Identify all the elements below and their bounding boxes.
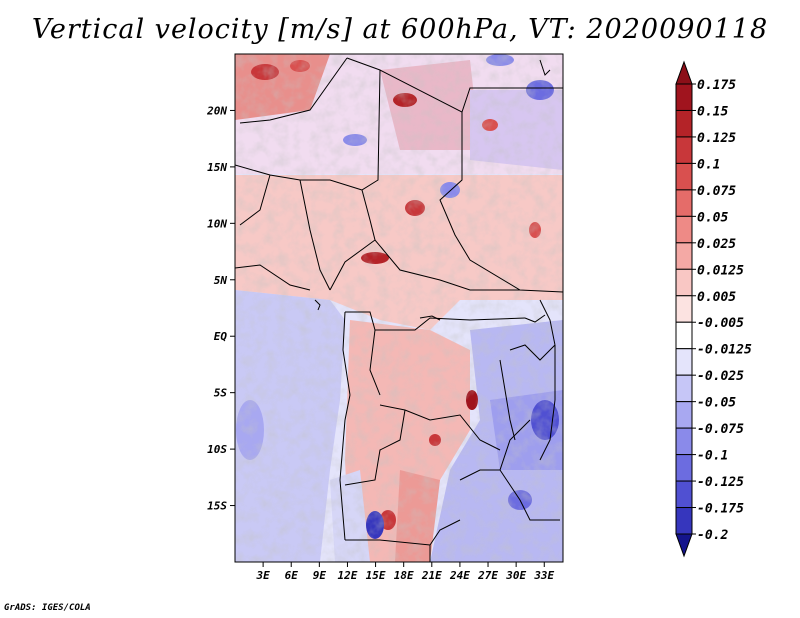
colorbar-label: 0.075 <box>697 184 736 199</box>
colorbar-segment <box>675 162 693 191</box>
colorbar-label: -0.1 <box>697 449 728 464</box>
colorbar-label: -0.075 <box>697 422 744 437</box>
lat-tick-label: 15S <box>207 500 227 513</box>
colorbar-label: 0.025 <box>697 237 736 252</box>
colorbar-label: 0.15 <box>697 104 728 119</box>
lat-tick-label: 20N <box>206 104 227 117</box>
colorbar-label: 0.005 <box>697 290 736 305</box>
colorbar-top-arrow <box>675 60 693 85</box>
lon-tick-label: 18E <box>394 569 414 582</box>
colorbar-label: -0.125 <box>697 475 744 490</box>
colorbar-label: 0.175 <box>697 78 736 93</box>
lon-tick-label: 15E <box>366 569 386 582</box>
colorbar-segment <box>675 295 693 323</box>
colorbar-segment <box>675 348 693 376</box>
colorbar-label: 0.1 <box>697 157 720 172</box>
lat-tick-label: EQ <box>214 330 228 343</box>
map-title: Vertical velocity [m/s] at 600hPa, VT: 2… <box>31 14 769 45</box>
colorbar-bottom-arrow <box>675 533 693 558</box>
lon-tick-label: 27E <box>477 569 498 582</box>
lat-tick-label: 5S <box>214 387 228 400</box>
lon-tick-label: 33E <box>533 569 554 582</box>
lon-tick-label: 30E <box>505 569 526 582</box>
lon-tick-label: 6E <box>285 569 299 582</box>
lon-tick-label: 3E <box>255 569 270 582</box>
footer-credit: GrADS: IGES/COLA <box>4 603 91 613</box>
colorbar-segment <box>675 480 693 509</box>
colorbar-segment <box>675 401 693 429</box>
colorbar-segment <box>675 268 693 297</box>
colorbar: 0.175 0.15 0.125 0.1 0.075 0.05 0.025 0.0125 0.0… <box>675 60 752 558</box>
colorbar-segment <box>675 109 693 138</box>
map-frame <box>234 53 564 563</box>
velocity-field <box>235 54 563 562</box>
colorbar-label: 0.125 <box>697 131 736 146</box>
colorbar-segment <box>675 242 693 270</box>
lat-tick-label: 15N <box>207 161 227 174</box>
colorbar-label: -0.2 <box>697 528 728 543</box>
colorbar-label: 0.05 <box>697 210 728 225</box>
colorbar-segment <box>675 83 693 111</box>
colorbar-label: 0.0125 <box>697 263 744 278</box>
lon-tick-label: 9E <box>313 569 327 582</box>
colorbar-segment <box>675 427 693 456</box>
colorbar-segment <box>675 189 693 217</box>
colorbar-segment <box>675 215 693 244</box>
lat-tick-label: 5N <box>214 274 228 287</box>
lon-tick-label: 12E <box>338 569 358 582</box>
latitude-axis: 20N 15N 10N 5N EQ 5S 10S 15S <box>206 104 235 513</box>
colorbar-segment <box>675 507 693 535</box>
lon-tick-label: 21E <box>421 569 442 582</box>
lat-tick-label: 10N <box>207 217 227 230</box>
colorbar-segment <box>675 136 693 164</box>
lat-tick-label: 10S <box>207 443 227 456</box>
country-borders <box>235 57 563 562</box>
colorbar-label: -0.0125 <box>697 343 752 358</box>
longitude-axis: 3E 6E 9E 12E 15E 18E 21E 24E 27E 30E 33E <box>255 562 555 582</box>
colorbar-label: -0.025 <box>697 369 744 384</box>
colorbar-label: -0.005 <box>697 316 744 331</box>
colorbar-label: -0.05 <box>697 396 736 411</box>
colorbar-label: -0.175 <box>697 502 744 517</box>
colorbar-segment <box>675 374 693 403</box>
colorbar-segment <box>675 454 693 482</box>
lon-tick-label: 24E <box>449 569 470 582</box>
colorbar-segment <box>675 321 693 350</box>
